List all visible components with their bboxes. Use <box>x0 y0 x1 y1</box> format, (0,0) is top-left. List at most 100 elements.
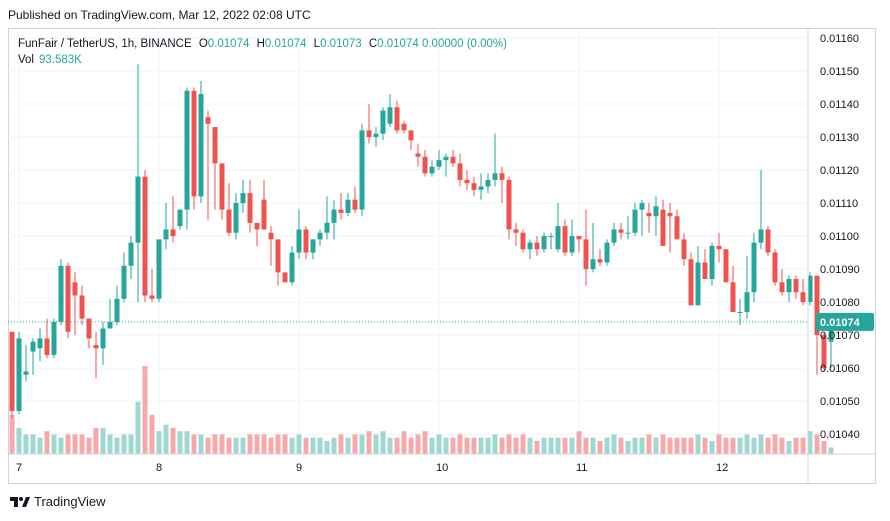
candle-body <box>345 199 351 213</box>
candle <box>667 203 673 253</box>
candle <box>534 236 540 256</box>
candle <box>730 265 736 312</box>
candle <box>800 278 806 306</box>
candle <box>674 209 680 240</box>
candle <box>30 338 36 375</box>
candle <box>387 94 393 128</box>
candle-body <box>317 232 323 240</box>
candlestick-chart[interactable]: 0.01040 0.01050 0.01060 0.01070 0.01080 0.010… <box>8 28 876 484</box>
candle-body <box>464 179 470 184</box>
time-tick-label: 8 <box>156 462 162 474</box>
volume-bar <box>317 437 323 454</box>
volume-bar <box>142 366 148 454</box>
candle-body <box>534 242 540 250</box>
candle-body <box>149 295 155 299</box>
candle-body <box>310 239 316 253</box>
legend-volume-value: 93.583K <box>39 54 82 66</box>
candle-body <box>618 229 624 233</box>
candle-body <box>814 275 820 336</box>
candle-body <box>800 292 806 303</box>
volume-bar <box>597 440 603 454</box>
candle-body <box>394 107 400 131</box>
candle <box>37 328 43 362</box>
volume-bar <box>170 427 176 454</box>
legend-low-value: 0.01073 <box>320 38 362 50</box>
volume-bar <box>107 434 113 454</box>
volume-bar <box>457 434 463 454</box>
volume-bar <box>506 434 512 454</box>
volume-bar <box>569 437 575 454</box>
volume-bar <box>366 431 372 454</box>
volume-bar <box>744 434 750 454</box>
candle-body <box>730 282 736 312</box>
legend-close-value: 0.01074 <box>377 38 419 50</box>
volume-bar <box>821 440 827 454</box>
price-axis: 0.01040 0.01050 0.01060 0.01070 0.01080 0.010… <box>807 28 860 484</box>
price-tick-label: 0.01080 <box>820 297 860 309</box>
candle <box>786 275 792 303</box>
candle <box>702 249 708 279</box>
legend-high-value: 0.01074 <box>264 38 307 50</box>
candle-body <box>191 90 197 197</box>
volume-bar <box>758 434 764 454</box>
candle <box>723 249 729 283</box>
candle-body <box>23 371 29 375</box>
candle <box>485 173 491 194</box>
candle <box>744 255 750 319</box>
volume-bar <box>289 437 295 454</box>
legend-line-volume: Vol 93.583K <box>18 52 507 68</box>
price-tick-label: 0.01070 <box>820 330 860 342</box>
volume-bar <box>485 437 491 454</box>
volume-bar <box>793 437 799 454</box>
candle-body <box>485 179 491 187</box>
candle <box>149 269 155 303</box>
candle-body <box>779 282 785 293</box>
candle-body <box>821 335 827 369</box>
volume-bar <box>499 437 505 454</box>
tradingview-brand[interactable]: TradingView <box>10 494 106 509</box>
candle-body <box>583 239 589 270</box>
price-tick-label: 0.01120 <box>820 165 859 177</box>
grid-lines <box>8 28 808 454</box>
candle-body <box>205 117 211 124</box>
candle-body <box>429 166 435 174</box>
candle <box>464 170 470 190</box>
candle-body <box>807 275 813 303</box>
volume-bar <box>492 434 498 454</box>
candle-body <box>576 236 582 240</box>
volume-bar <box>352 434 358 454</box>
volume-bar <box>639 437 645 454</box>
candle-body <box>688 259 694 306</box>
last-price-badge <box>816 312 874 331</box>
volume-bar <box>674 437 680 454</box>
candle-body <box>681 239 687 260</box>
price-tick-label: 0.01060 <box>820 363 860 375</box>
candle-body <box>695 262 701 306</box>
candle <box>79 285 85 326</box>
volume-bar <box>261 434 267 454</box>
candle-body <box>506 179 512 230</box>
candle-body <box>177 209 183 227</box>
candle-body <box>338 209 344 213</box>
volume-bar <box>198 434 204 454</box>
candle <box>758 170 764 250</box>
candle-body <box>114 298 120 322</box>
volume-bar <box>611 434 617 454</box>
candle <box>429 160 435 177</box>
candle <box>254 222 260 246</box>
volume-bar <box>695 434 701 454</box>
candle-body <box>373 133 379 137</box>
candle-body <box>359 130 365 210</box>
candle <box>212 127 218 210</box>
candle-body <box>121 265 127 299</box>
candle-body <box>240 193 246 204</box>
candle-body <box>268 232 274 240</box>
candle <box>86 318 92 349</box>
candle <box>107 298 113 329</box>
time-tick-label: 11 <box>576 462 587 474</box>
volume-bar <box>541 437 547 454</box>
candle-body <box>254 222 260 230</box>
volume-bar <box>779 437 785 454</box>
candle-body <box>37 338 43 349</box>
candle <box>373 127 379 147</box>
